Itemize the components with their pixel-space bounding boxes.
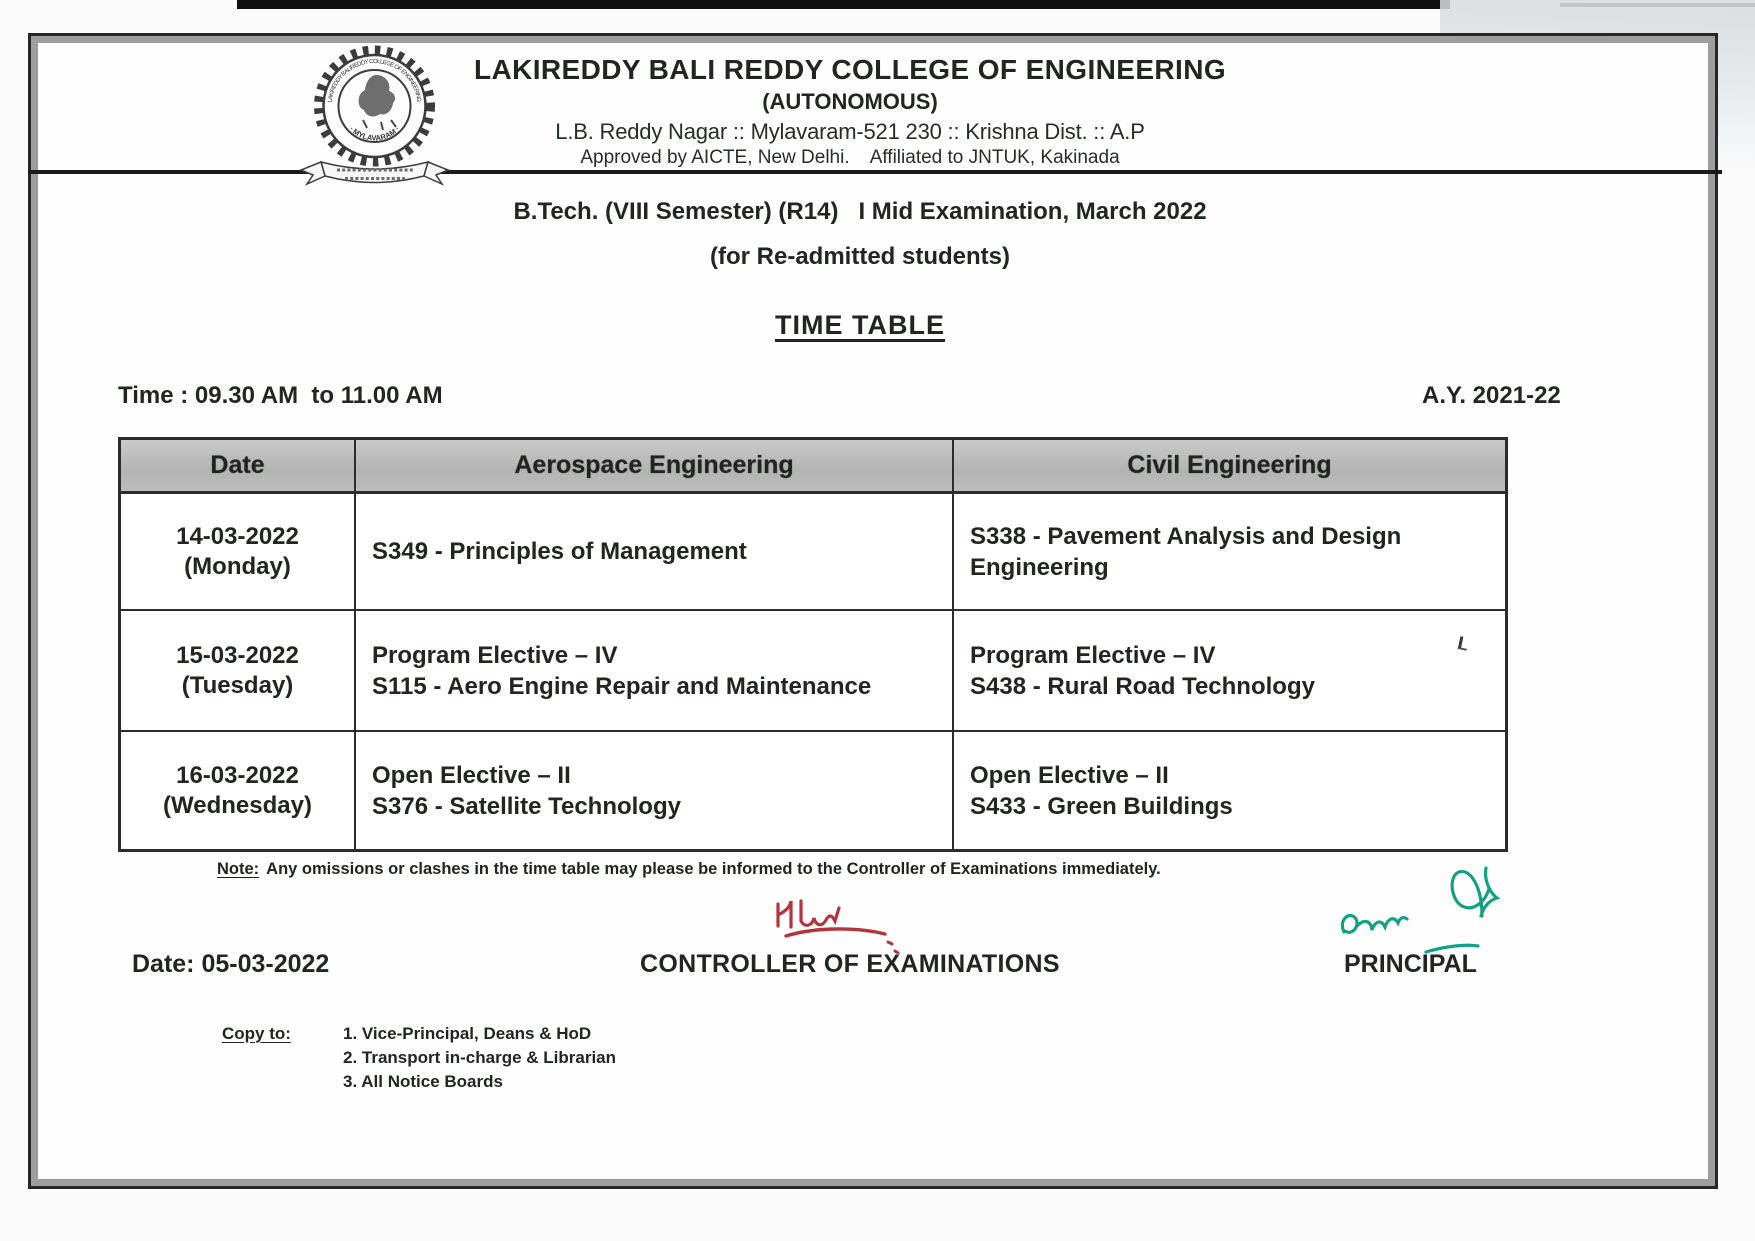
- signature-stroke: [1340, 913, 1409, 934]
- column-header-date: Date: [121, 440, 356, 494]
- academic-year-label: A.Y. 2021-22: [1422, 382, 1561, 409]
- subject-line: S338 - Pavement Analysis and Design Engi…: [970, 522, 1402, 581]
- note-label: Note:: [217, 860, 260, 878]
- logo-horse-figure: [358, 74, 396, 117]
- date-cell: 15-03-2022 (Tuesday): [121, 611, 356, 732]
- signature-flourish: [1424, 866, 1501, 954]
- exam-day: (Wednesday): [163, 791, 312, 819]
- civil-subject-cell: Open Elective – II S433 - Green Building…: [954, 732, 1505, 849]
- college-address: L.B. Reddy Nagar :: Mylavaram-521 230 ::…: [555, 119, 1145, 144]
- logo-gear-teeth: [314, 45, 435, 167]
- aerospace-subject-cell: S349 - Principles of Management: [356, 494, 954, 611]
- copy-to-label: Copy to:: [222, 1024, 291, 1043]
- timetable-row-3: 16-03-2022 (Wednesday) Open Elective – I…: [121, 732, 1505, 849]
- exam-title: B.Tech. (VIII Semester) (R14) I Mid Exam…: [513, 198, 1207, 225]
- signature-stroke: [776, 899, 841, 929]
- column-header-aerospace: Aerospace Engineering: [356, 440, 954, 494]
- note-line: Note: Any omissions or clashes in the tim…: [217, 860, 1161, 879]
- elective-label: Program Elective – IV: [970, 641, 1216, 669]
- subject-line: S349 - Principles of Management: [372, 538, 747, 565]
- column-header-civil: Civil Engineering: [954, 440, 1505, 494]
- elective-label: Program Elective – IV: [372, 641, 618, 669]
- letterhead: LAKIREDDY BALI REDDY COLLEGE OF ENGINEER…: [430, 54, 1270, 169]
- exam-date: 15-03-2022: [176, 641, 299, 669]
- note-text: Any omissions or clashes in the time tab…: [266, 860, 1161, 878]
- approval-line: Approved by AICTE, New Delhi. Affiliated…: [580, 147, 1120, 168]
- exam-time-label: Time : 09.30 AM to 11.00 AM: [118, 382, 443, 409]
- subject-line: S433 - Green Buildings: [970, 792, 1233, 820]
- controller-signature: [776, 899, 900, 954]
- issue-date: Date: 05-03-2022: [132, 950, 330, 978]
- timetable-header-row: Date Aerospace Engineering Civil Enginee…: [121, 440, 1505, 494]
- page-border-frame-inner: [31, 36, 1715, 1186]
- aerospace-subject-cell: Open Elective – II S376 - Satellite Tech…: [356, 732, 954, 849]
- logo-banner-motto-marks: [337, 168, 413, 180]
- logo-banner-right-tail: [423, 160, 450, 186]
- logo-horse-legs: [362, 119, 397, 131]
- civil-subject-cell: Program Elective – IV S438 - Rural Road …: [954, 611, 1505, 732]
- scanner-edge-strip: [237, 0, 1450, 9]
- copy-to-item: 2. Transport in-charge & Librarian: [343, 1048, 617, 1067]
- signature-dots: [886, 940, 900, 954]
- principal-label: PRINCIPAL: [1344, 950, 1477, 978]
- subject-line: S438 - Rural Road Technology: [970, 672, 1315, 700]
- date-cell: 16-03-2022 (Wednesday): [121, 732, 356, 849]
- elective-label: Open Elective – II: [372, 761, 571, 789]
- timetable-heading: TIME TABLE: [775, 310, 945, 340]
- principal-signature: [1340, 866, 1501, 954]
- college-logo: LAKIREDDY BALIREDDY COLLEGE OF ENGINEERI…: [299, 45, 450, 186]
- aerospace-subject-cell: Program Elective – IV S115 - Aero Engine…: [356, 611, 954, 732]
- copy-to-item: 1. Vice-Principal, Deans & HoD: [343, 1024, 592, 1043]
- timetable-row-1: 14-03-2022 (Monday) S349 - Principles of…: [121, 494, 1505, 611]
- elective-label: Open Elective – II: [970, 761, 1169, 789]
- subject-line: S376 - Satellite Technology: [372, 792, 681, 820]
- timetable-table: Date Aerospace Engineering Civil Enginee…: [118, 437, 1508, 852]
- timetable-row-2: 15-03-2022 (Tuesday) Program Elective – …: [121, 611, 1505, 732]
- date-cell: 14-03-2022 (Monday): [121, 494, 356, 611]
- exam-date: 14-03-2022: [176, 522, 299, 550]
- logo-inner-ring: [337, 69, 412, 143]
- logo-banner-left-tail: [299, 160, 326, 186]
- autonomous-label: (AUTONOMOUS): [762, 89, 938, 114]
- civil-subject-cell: S338 - Pavement Analysis and Design Engi…: [954, 494, 1505, 611]
- exam-date: 16-03-2022: [176, 761, 299, 789]
- subject-line: S115 - Aero Engine Repair and Maintenanc…: [372, 672, 872, 700]
- audience-subtitle: (for Re-admitted students): [710, 243, 1010, 270]
- exam-day: (Monday): [184, 552, 291, 580]
- letterhead-divider-line: [28, 170, 1722, 174]
- copy-to-item: 3. All Notice Boards: [343, 1072, 503, 1091]
- copy-to-list: 1. Vice-Principal, Deans & HoD 2. Transp…: [343, 1022, 616, 1094]
- college-name: LAKIREDDY BALI REDDY COLLEGE OF ENGINEER…: [473, 54, 1226, 85]
- exam-day: (Tuesday): [181, 671, 294, 699]
- controller-of-examinations-label: CONTROLLER OF EXAMINATIONS: [640, 950, 1060, 978]
- signature-underline: [784, 927, 887, 938]
